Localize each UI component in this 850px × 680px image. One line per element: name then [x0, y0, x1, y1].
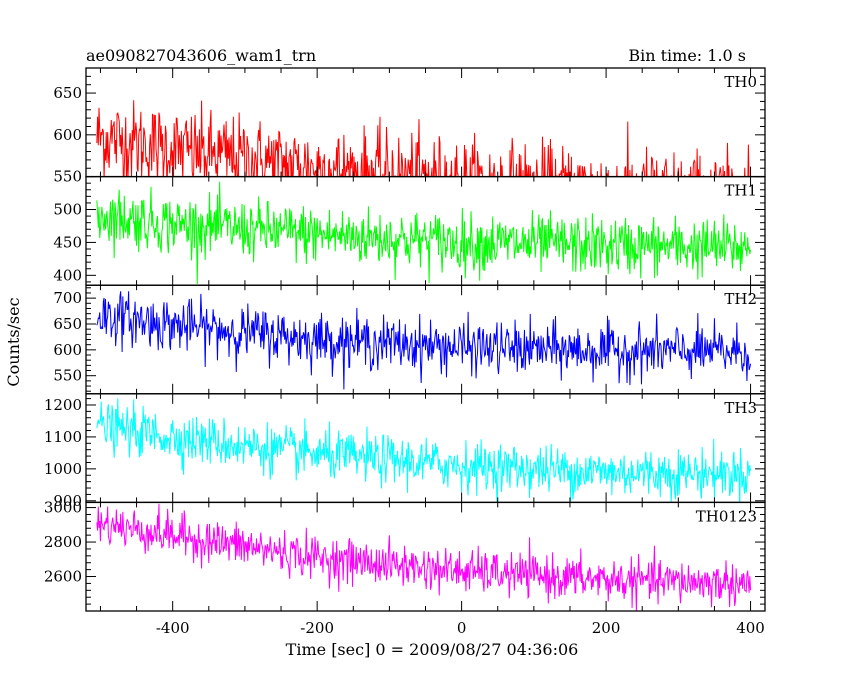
panel-th0: 550 600 650 TH0 — [53, 67, 766, 186]
y-tick-label: 600 — [53, 126, 82, 144]
panel-label: TH2 — [724, 290, 757, 308]
panel-th1: 400 450 500 TH1 — [53, 175, 766, 286]
x-tick-label: 400 — [736, 619, 765, 637]
y-tick-label: 1100 — [44, 428, 82, 446]
y-tick-label: 2600 — [44, 568, 82, 586]
y-tick-label: 600 — [53, 341, 82, 359]
y-tick-label: 650 — [53, 315, 82, 333]
series-line-th3 — [96, 398, 752, 503]
series-line-th1 — [96, 181, 752, 285]
y-tick-label: 400 — [53, 266, 82, 284]
panel-th0123: 2600 2800 3000 TH0123 — [44, 499, 766, 612]
panel-label: TH0123 — [696, 507, 757, 525]
y-tick-label: 500 — [53, 201, 82, 219]
y-tick-label: 1000 — [44, 460, 82, 478]
y-tick-label: 700 — [53, 289, 82, 307]
y-tick-label: 2800 — [44, 533, 82, 551]
x-tick-label: 0 — [457, 619, 467, 637]
panel-frame — [85, 501, 766, 612]
series-line-th0 — [96, 100, 750, 177]
panel-label: TH3 — [724, 399, 757, 417]
panel-th3: 900 1000 1100 1200 TH3 — [44, 393, 766, 510]
panel-label: TH1 — [724, 182, 757, 200]
x-axis-title: Time [sec] 0 = 2009/08/27 04:36:06 — [286, 640, 579, 659]
y-tick-label: 3000 — [44, 499, 82, 517]
series-line-th2 — [96, 291, 752, 390]
y-axis-title: Counts/sec — [4, 297, 23, 386]
x-tick-label: 200 — [592, 619, 621, 637]
panels-group: 550 600 650 TH0 400 450 500 TH1 550 600 650 700 TH2 9… — [44, 67, 766, 637]
y-tick-label: 1200 — [44, 396, 82, 414]
y-tick-label: 450 — [53, 233, 82, 251]
y-tick-label: 550 — [53, 367, 82, 385]
y-tick-label: 550 — [53, 168, 82, 186]
chart-subtitle: Bin time: 1.0 s — [628, 46, 746, 65]
y-tick-label: 650 — [53, 84, 82, 102]
x-tick-label: -200 — [300, 619, 334, 637]
x-tick-label: -400 — [156, 619, 190, 637]
panel-frame — [85, 284, 766, 395]
panel-label: TH0 — [724, 73, 757, 91]
panel-th2: 550 600 650 700 TH2 — [53, 284, 766, 395]
chart-title: ae090827043606_wam1_trn — [86, 46, 316, 65]
series-line-th0123 — [96, 503, 752, 611]
y-tick-label: 900 — [53, 492, 82, 510]
